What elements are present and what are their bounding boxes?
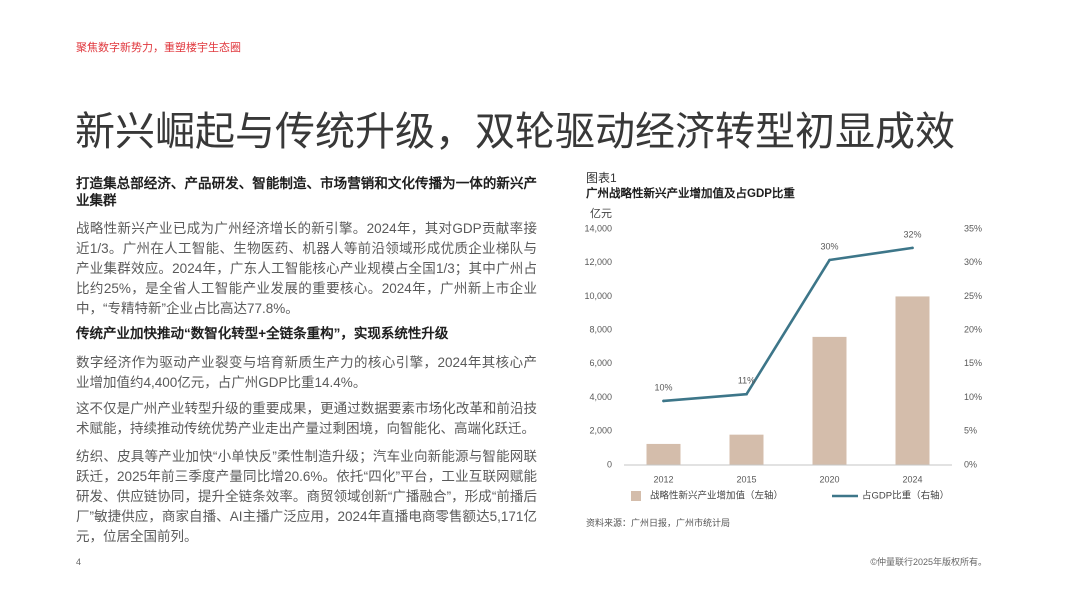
chart-legend: 战略性新兴产业增加值（左轴） 占GDP比重（右轴） bbox=[631, 490, 949, 502]
line-data-label: 11% bbox=[738, 376, 755, 386]
y-left-tick-label: 8,000 bbox=[589, 325, 612, 335]
bar-2012 bbox=[646, 443, 681, 465]
y-right-tick-label: 0% bbox=[964, 459, 977, 469]
body-text-column: 打造集总部经济、产品研发、智能制造、市场营销和文化传播为一体的新兴产业集群 战略… bbox=[76, 175, 537, 547]
x-tick-label: 2024 bbox=[902, 474, 922, 484]
bar-2020 bbox=[812, 336, 847, 465]
y-left-tick-label: 6,000 bbox=[589, 358, 612, 368]
y-left-tick-label: 14,000 bbox=[584, 223, 612, 233]
legend-label-bar-series: 战略性新兴产业增加值（左轴） bbox=[650, 490, 783, 502]
copyright-notice: ©仲量联行2025年版权所有。 bbox=[870, 557, 987, 567]
y-left-tick-label: 12,000 bbox=[584, 257, 612, 267]
line-point-2020 bbox=[828, 258, 831, 262]
tagline: 聚焦数字新势力，重塑楼宇生态圈 bbox=[76, 42, 241, 54]
y-left-tick-label: 2,000 bbox=[589, 426, 612, 436]
y-left-tick-label: 10,000 bbox=[584, 291, 612, 301]
figure-label: 图表1 bbox=[586, 171, 617, 185]
x-tick-label: 2012 bbox=[653, 474, 673, 484]
chart-title: 广州战略性新兴产业增加值及占GDP比重 bbox=[586, 188, 795, 200]
line-data-label: 30% bbox=[820, 241, 838, 251]
y-right-tick-label: 30% bbox=[964, 257, 982, 267]
y-left-tick-label: 4,000 bbox=[589, 392, 612, 402]
paragraph-transformation-results: 这不仅是广州产业转型升级的重要成果，更通过数据要素市场化改革和前沿技术赋能，持续… bbox=[76, 401, 537, 436]
page-title: 新兴崛起与传统升级，双轮驱动经济转型初显成效 bbox=[75, 110, 955, 154]
line-point-2024 bbox=[911, 246, 914, 250]
chart-marks: 0 2,000 4,000 6,000 8,000 10,000 12,000 14,000 0… bbox=[584, 223, 982, 484]
chart-source-note: 资料来源：广州日报，广州市统计局 bbox=[586, 518, 731, 528]
share-of-gdp-line bbox=[662, 246, 914, 403]
legend-bar-swatch bbox=[631, 491, 641, 501]
bar-2024 bbox=[895, 296, 930, 465]
line-data-label: 10% bbox=[654, 382, 672, 392]
y-right-tick-label: 25% bbox=[964, 291, 982, 301]
paragraph-industry-examples: 纺织、皮具等产业加快“小单快反”柔性制造升级；汽车业向新能源与智能网联跃迁，20… bbox=[76, 449, 537, 544]
y-right-tick-label: 20% bbox=[964, 325, 982, 335]
paragraph-emerging-industries: 战略性新兴产业已成为广州经济增长的新引擎。2024年，其对GDP贡献率接近1/3… bbox=[76, 221, 537, 316]
paragraph-digital-economy: 数字经济作为驱动产业裂变与培育新质生产力的核心引擎，2024年其核心产业增加值约… bbox=[76, 355, 537, 390]
y-left-tick-label: 0 bbox=[607, 459, 612, 469]
y-right-tick-label: 35% bbox=[964, 223, 982, 233]
y-axis-unit-label: 亿元 bbox=[590, 207, 612, 220]
y-right-tick-label: 15% bbox=[964, 358, 982, 368]
section-heading-traditional-upgrade: 传统产业加快推动“数智化转型+全链条重构”，实现系统性升级 bbox=[76, 326, 449, 341]
line-point-2012 bbox=[662, 399, 665, 403]
page-number: 4 bbox=[76, 557, 82, 567]
line-point-2015 bbox=[745, 392, 748, 396]
y-right-tick-label: 5% bbox=[964, 426, 977, 436]
bar-line-combo-chart: 亿元 0 2,000 4,000 6,000 8,000 10,000 12,000 14,0… bbox=[584, 207, 982, 502]
legend-label-line-series: 占GDP比重（右轴） bbox=[862, 490, 949, 502]
y-right-tick-label: 10% bbox=[964, 392, 982, 402]
section-heading-emerging-industries: 打造集总部经济、产品研发、智能制造、市场营销和文化传播为一体的新兴产业集群 bbox=[76, 176, 537, 208]
x-tick-label: 2015 bbox=[736, 474, 756, 484]
line-data-label: 32% bbox=[903, 229, 921, 239]
bar-2015 bbox=[729, 434, 764, 465]
x-tick-label: 2020 bbox=[819, 474, 839, 484]
